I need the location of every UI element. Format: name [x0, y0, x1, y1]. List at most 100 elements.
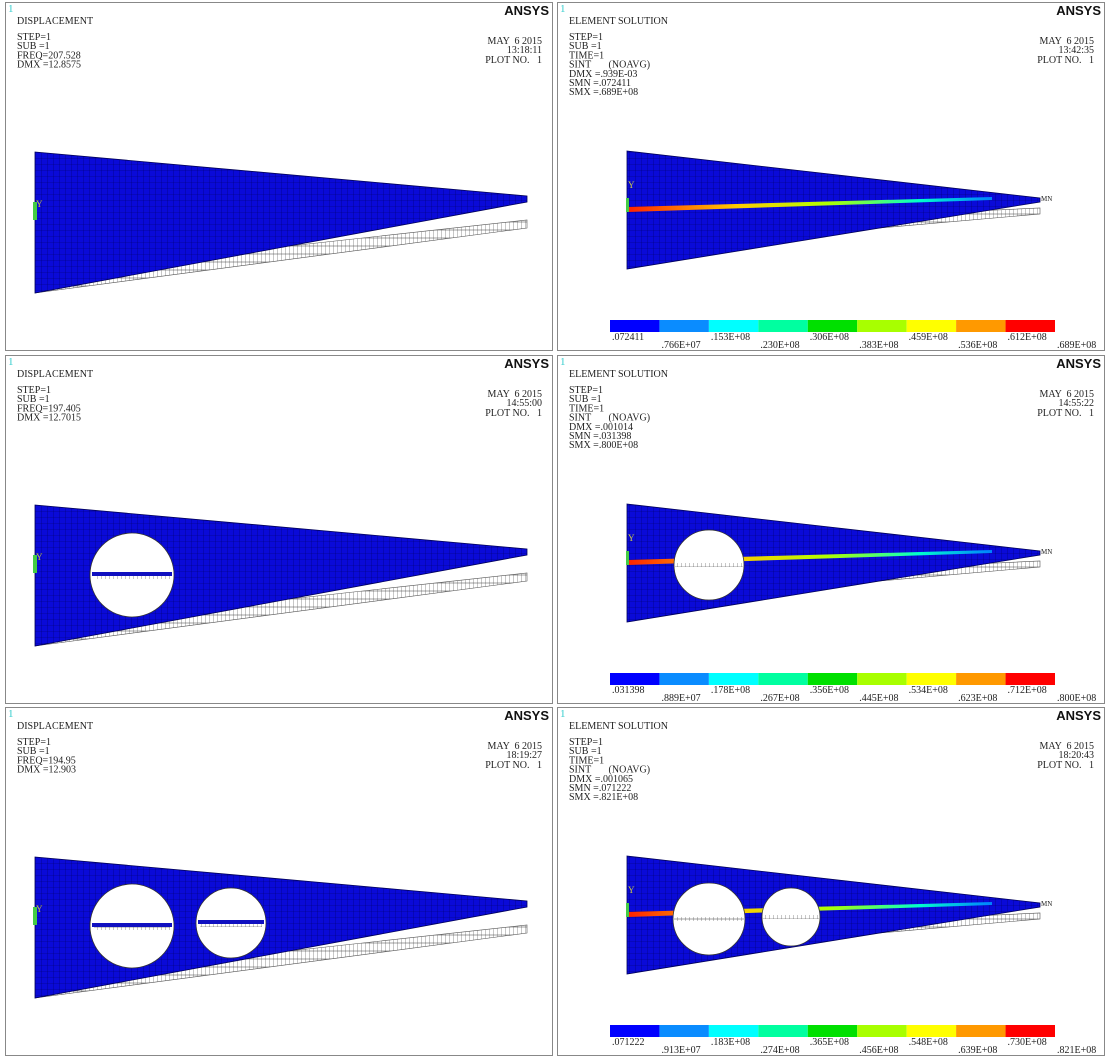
- brand: ANSYS: [1056, 356, 1101, 371]
- info-line: FREQ=207.528: [17, 50, 81, 61]
- info-line: SMN =.031398: [569, 431, 631, 442]
- legend-label: .365E+08: [810, 1037, 849, 1048]
- legend-label: .267E+08: [760, 693, 799, 704]
- info-line: TIME=1: [569, 755, 604, 766]
- ansys-panel: 1 ANSYS DISPLACEMENT STEP=1 SUB =1 FREQ=194.9…: [5, 707, 553, 1056]
- axis-label: Y: [36, 904, 43, 914]
- info-line: DMX =12.7015: [17, 413, 81, 424]
- info-line: STEP=1: [569, 385, 603, 396]
- info-line: STEP=1: [17, 32, 51, 43]
- info-line: SUB =1: [17, 746, 50, 757]
- legend-band: [906, 673, 957, 685]
- legend-label: .356E+08: [810, 685, 849, 696]
- legend-band: [610, 1025, 660, 1037]
- legend-band: [708, 1025, 759, 1037]
- legend-label: .536E+08: [958, 340, 997, 351]
- info-line: SINT (NOAVG): [569, 413, 650, 424]
- plot-number: PLOT NO. 1: [1037, 55, 1094, 66]
- legend-label: .548E+08: [909, 1037, 948, 1048]
- info-line: FREQ=194.95: [17, 755, 76, 766]
- info-line: STEP=1: [17, 737, 51, 748]
- ansys-panel: 1 ANSYS DISPLACEMENT STEP=1 SUB =1 FREQ=207.5…: [5, 2, 553, 351]
- legend-label: .623E+08: [958, 693, 997, 704]
- plot-title: DISPLACEMENT: [17, 369, 93, 380]
- legend-band: [610, 320, 660, 332]
- hole-strip: [92, 572, 172, 576]
- info-line: SUB =1: [569, 394, 602, 405]
- time: 14:55:22: [1058, 398, 1094, 409]
- time: 13:18:11: [507, 45, 542, 56]
- date: MAY 6 2015: [1039, 741, 1094, 752]
- hole-strip: [198, 920, 264, 924]
- date: MAY 6 2015: [1039, 36, 1094, 47]
- legend-label: .689E+08: [1057, 340, 1096, 351]
- info-line: SUB =1: [17, 394, 50, 405]
- hole-strip: [92, 923, 172, 927]
- legend-band: [807, 1025, 858, 1037]
- info-line: TIME=1: [569, 50, 604, 61]
- plot-title: ELEMENT SOLUTION: [569, 721, 668, 732]
- legend-band: [1005, 320, 1055, 332]
- brand: ANSYS: [504, 3, 549, 18]
- legend-band: [610, 673, 660, 685]
- deformed-shape: [34, 856, 528, 999]
- legend-band: [857, 1025, 907, 1037]
- plot-number: PLOT NO. 1: [1037, 408, 1094, 419]
- legend-band: [956, 1025, 1006, 1037]
- panel-border: [557, 2, 1105, 351]
- legend-label: .766E+07: [661, 340, 700, 351]
- info-line: SINT (NOAVG): [569, 60, 650, 71]
- legend-label: .383E+08: [859, 340, 898, 351]
- window-number: 1: [8, 708, 14, 720]
- info-line: DMX =.939E-03: [569, 69, 637, 80]
- info-line: SUB =1: [569, 746, 602, 757]
- axis-triad: [626, 551, 629, 565]
- info-line: TIME=1: [569, 403, 604, 414]
- plot-title: ELEMENT SOLUTION: [569, 369, 668, 380]
- window-number: 1: [8, 3, 14, 15]
- legend-label: .534E+08: [909, 685, 948, 696]
- hole-hatch: [200, 924, 262, 927]
- plot-number: PLOT NO. 1: [485, 408, 542, 419]
- info-line: SINT (NOAVG): [569, 765, 650, 776]
- min-label: MN: [1041, 900, 1052, 908]
- plot-number: PLOT NO. 1: [485, 55, 542, 66]
- info-line: DMX =.001014: [569, 422, 633, 433]
- deformed-shape: [34, 151, 528, 294]
- legend-label: .153E+08: [711, 332, 750, 343]
- time: 18:19:27: [506, 750, 542, 761]
- axis-triad: [626, 903, 629, 917]
- info-line: STEP=1: [569, 32, 603, 43]
- plot-number: PLOT NO. 1: [485, 760, 542, 771]
- legend-band: [1005, 1025, 1055, 1037]
- hole-strip: [674, 917, 744, 921]
- panel-border: [557, 707, 1105, 1056]
- legend-band: [758, 673, 808, 685]
- info-line: SMN =.071222: [569, 783, 631, 794]
- deformed-shape: [34, 504, 528, 647]
- legend-label: .072411: [612, 332, 644, 343]
- hole-hatch: [94, 576, 170, 579]
- time: 13:42:35: [1058, 45, 1094, 56]
- legend-label: .459E+08: [909, 332, 948, 343]
- legend-label: .800E+08: [1057, 693, 1096, 704]
- legend-label: .071222: [612, 1037, 645, 1048]
- axis-triad: [33, 202, 37, 220]
- info-line: DMX =12.903: [17, 765, 76, 776]
- info-line: SMN =.072411: [569, 78, 631, 89]
- time: 18:20:43: [1058, 750, 1094, 761]
- legend-band: [906, 320, 957, 332]
- legend-label: .445E+08: [859, 693, 898, 704]
- window-number: 1: [560, 356, 566, 368]
- info-line: SUB =1: [569, 41, 602, 52]
- brand: ANSYS: [1056, 708, 1101, 723]
- date: MAY 6 2015: [487, 741, 542, 752]
- axis-triad: [33, 555, 37, 573]
- plot-title: DISPLACEMENT: [17, 16, 93, 27]
- plot-number: PLOT NO. 1: [1037, 760, 1094, 771]
